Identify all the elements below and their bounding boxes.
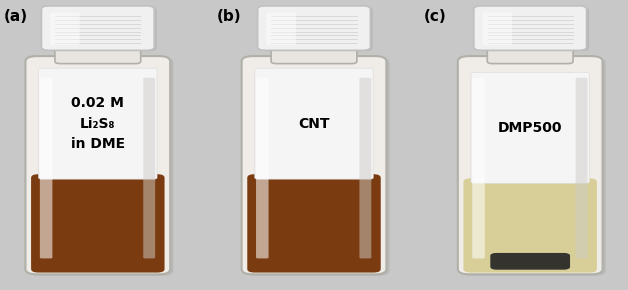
FancyBboxPatch shape [26, 56, 170, 274]
FancyBboxPatch shape [242, 56, 386, 274]
Text: in DME: in DME [71, 137, 125, 151]
Text: Li₂S₈: Li₂S₈ [80, 117, 116, 130]
FancyBboxPatch shape [471, 72, 590, 183]
FancyBboxPatch shape [257, 6, 371, 50]
Text: (b): (b) [217, 9, 242, 24]
FancyBboxPatch shape [463, 178, 597, 273]
FancyBboxPatch shape [576, 78, 588, 258]
Text: (a): (a) [4, 9, 28, 24]
FancyBboxPatch shape [476, 7, 589, 51]
Text: 0.02 M: 0.02 M [72, 96, 124, 110]
FancyBboxPatch shape [38, 68, 157, 179]
FancyBboxPatch shape [472, 78, 485, 258]
Text: (c): (c) [424, 9, 447, 24]
FancyBboxPatch shape [143, 78, 155, 258]
FancyBboxPatch shape [44, 7, 157, 51]
FancyBboxPatch shape [247, 174, 381, 273]
FancyBboxPatch shape [359, 78, 371, 258]
FancyBboxPatch shape [458, 56, 602, 274]
FancyBboxPatch shape [256, 78, 269, 258]
FancyBboxPatch shape [55, 42, 141, 64]
Text: CNT: CNT [298, 117, 330, 130]
FancyBboxPatch shape [40, 78, 52, 258]
FancyBboxPatch shape [41, 6, 154, 50]
FancyBboxPatch shape [29, 57, 173, 276]
FancyBboxPatch shape [31, 174, 165, 273]
FancyBboxPatch shape [50, 12, 80, 45]
Text: DMP500: DMP500 [498, 121, 563, 135]
FancyBboxPatch shape [255, 68, 373, 179]
FancyBboxPatch shape [487, 42, 573, 64]
FancyBboxPatch shape [474, 6, 587, 50]
FancyBboxPatch shape [490, 253, 570, 270]
FancyBboxPatch shape [271, 42, 357, 64]
FancyBboxPatch shape [260, 7, 373, 51]
FancyBboxPatch shape [266, 12, 296, 45]
FancyBboxPatch shape [461, 57, 605, 276]
FancyBboxPatch shape [482, 12, 512, 45]
FancyBboxPatch shape [245, 57, 389, 276]
